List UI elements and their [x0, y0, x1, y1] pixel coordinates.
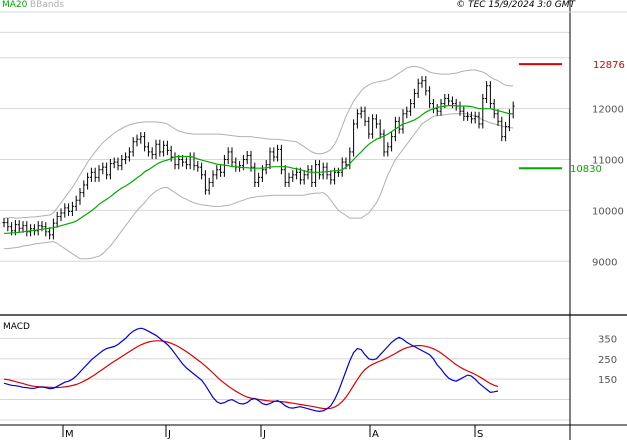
ma20-line	[4, 105, 514, 234]
bbands-legend: BBands	[30, 0, 64, 10]
price-y-tick-label: 10000	[592, 206, 624, 217]
support-level-label: 10830	[570, 164, 602, 175]
macd-y-tick-label: 250	[598, 355, 617, 366]
price-grid	[0, 31, 570, 421]
month-label: A	[372, 429, 379, 440]
bbands-layer	[4, 65, 514, 260]
price-y-tick-label: 12000	[592, 105, 624, 116]
levels-layer: 12876 10830	[519, 60, 625, 175]
price-y-tick-label: 11000	[592, 156, 624, 167]
ma20-legend: MA20	[2, 0, 28, 10]
macd-layer	[3, 327, 499, 413]
macd-line	[3, 327, 499, 413]
month-label: J	[167, 429, 171, 440]
ma20-layer	[4, 105, 514, 234]
axis-labels-layer: 12000 11000 10000 9000 M J J A S 350 250 150	[65, 105, 624, 440]
bband-upper-line	[4, 65, 514, 219]
month-label: S	[477, 429, 483, 440]
price-y-tick-label: 9000	[592, 257, 617, 268]
macd-panel-title: MACD	[3, 322, 30, 332]
month-label: M	[65, 429, 74, 440]
price-bars-layer	[2, 76, 515, 240]
month-label: J	[262, 429, 266, 440]
copyright-text: © TEC 15/9/2024 3:0 GMT	[456, 0, 575, 10]
macd-y-tick-label: 150	[598, 375, 617, 386]
macd-y-tick-label: 350	[598, 334, 617, 345]
bband-lower-line	[4, 113, 514, 260]
resistance-level-label: 12876	[593, 60, 625, 71]
macd-signal-line	[3, 340, 499, 410]
